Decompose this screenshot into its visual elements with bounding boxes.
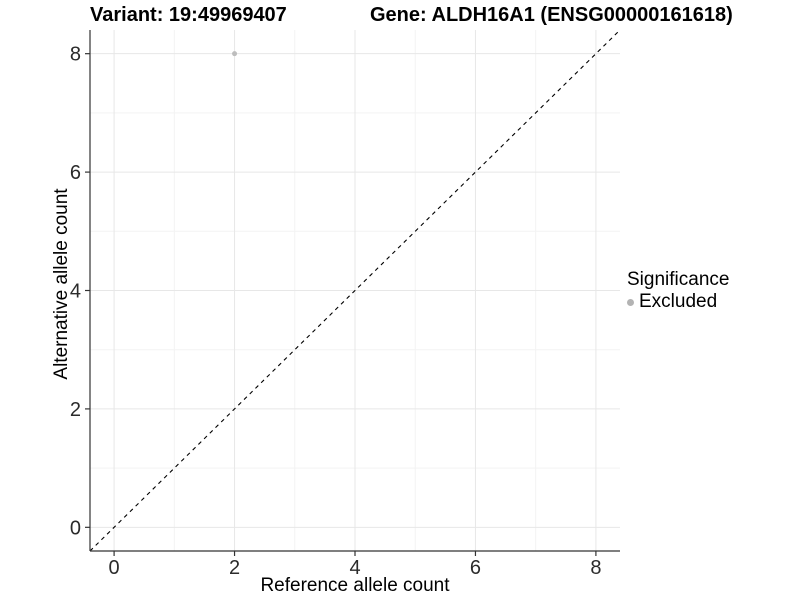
x-tick-label: 4: [349, 557, 360, 579]
y-tick-label: 0: [70, 517, 81, 539]
legend-title: Significance: [627, 269, 730, 290]
x-tick-label: 2: [229, 557, 240, 579]
x-tick-label: 6: [470, 557, 481, 579]
identity-line: [89, 29, 621, 552]
legend: Significance Excluded: [627, 269, 729, 313]
plot-title-gene: Gene: ALDH16A1 (ENSG00000161618): [370, 4, 733, 26]
excluded-point-marker-icon: [627, 298, 634, 306]
x-axis-label: Reference allele count: [260, 575, 450, 596]
x-tick-label: 0: [109, 557, 120, 579]
y-tick-label: 4: [70, 281, 81, 303]
y-tick-label: 2: [70, 399, 81, 421]
x-tick-label: 8: [590, 557, 601, 579]
y-axis-label: Alternative allele count: [51, 188, 72, 380]
legend-item-label: Excluded: [639, 291, 718, 312]
plot-title-variant: Variant: 19:49969407: [90, 4, 287, 26]
legend-item-excluded: Excluded: [627, 291, 729, 313]
y-tick-label: 8: [70, 44, 81, 66]
y-tick-label: 6: [70, 162, 81, 184]
data-point: [232, 51, 238, 57]
